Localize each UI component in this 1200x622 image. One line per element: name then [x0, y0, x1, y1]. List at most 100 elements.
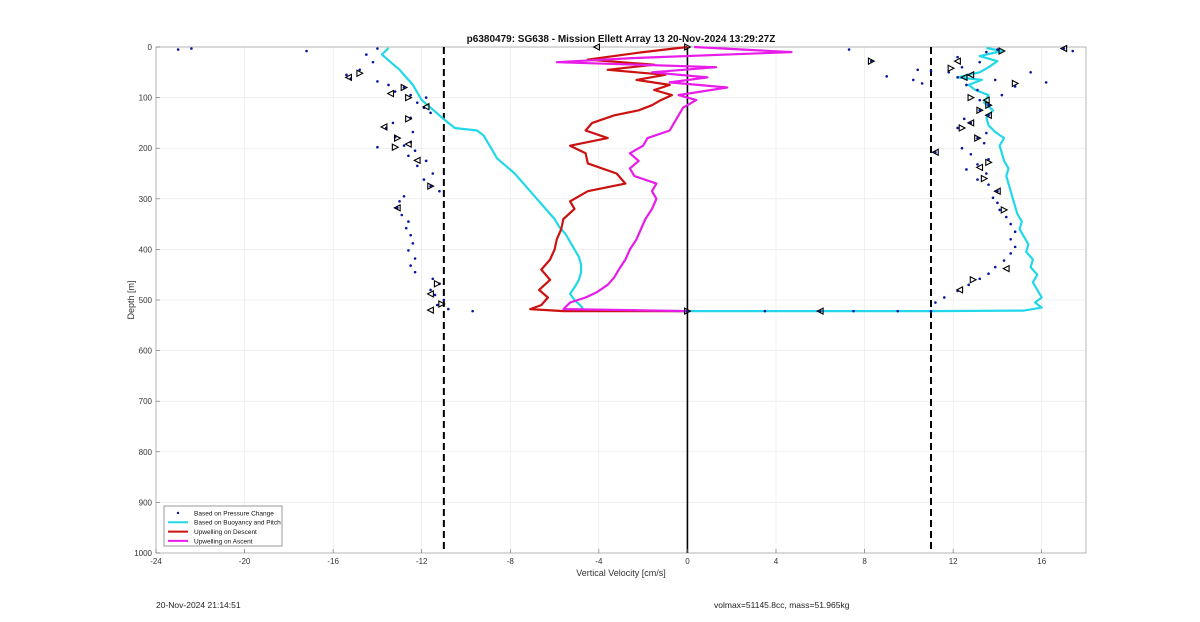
- data-point: [387, 83, 390, 87]
- data-point: [429, 288, 432, 292]
- data-point: [391, 121, 395, 125]
- data-point: [176, 48, 180, 51]
- triangle-marker: [955, 285, 964, 294]
- data-point: [1002, 259, 1006, 262]
- data-point: [920, 82, 924, 85]
- data-point: [190, 47, 193, 50]
- data-point: [965, 168, 968, 171]
- data-point: [376, 47, 379, 50]
- y-tick-label: 700: [139, 397, 153, 406]
- data-point: [996, 48, 999, 51]
- data-point: [985, 131, 988, 135]
- legend: Based on Pressure Change Based on Buoyanc…: [163, 505, 283, 547]
- data-point: [1013, 230, 1017, 233]
- y-tick-label: 100: [139, 94, 153, 103]
- data-point: [424, 159, 428, 163]
- data-point: [962, 117, 966, 121]
- series-line: [555, 45, 793, 313]
- triangle-marker: [391, 143, 400, 152]
- x-tick-label: -12: [416, 557, 428, 566]
- data-point: [411, 242, 415, 245]
- legend-swatch: [176, 511, 180, 515]
- triangle-marker: [1011, 79, 1020, 88]
- data-point: [429, 111, 432, 115]
- triangle-marker: [982, 96, 990, 105]
- triangle-marker: [816, 307, 824, 316]
- data-point: [424, 96, 428, 99]
- series-layer: [176, 45, 1075, 313]
- y-axis-title: Depth [m]: [126, 280, 136, 319]
- data-point: [371, 60, 375, 64]
- data-point: [407, 249, 410, 252]
- marker-layer: [344, 43, 1068, 316]
- legend-items: Based on Pressure Change Based on Buoyanc…: [168, 510, 281, 545]
- footer-parameters: volmax=51145.8cc, mass=51.965kg: [714, 600, 850, 610]
- triangle-marker: [947, 64, 956, 73]
- data-point: [1029, 71, 1032, 74]
- y-tick-label: 900: [139, 498, 153, 507]
- data-point: [433, 293, 437, 297]
- triangle-marker: [1000, 206, 1009, 214]
- data-point: [993, 265, 997, 269]
- grid: [155, 46, 1086, 554]
- triangle-marker: [344, 73, 352, 82]
- data-point: [442, 298, 446, 302]
- triangle-marker: [433, 279, 442, 288]
- data-point: [847, 48, 851, 51]
- data-point: [976, 178, 979, 181]
- triangle-marker: [426, 306, 434, 315]
- data-point: [376, 145, 379, 149]
- data-point: [305, 49, 308, 53]
- x-tick-label: 12: [949, 557, 958, 566]
- data-point: [415, 164, 419, 168]
- triangle-marker: [394, 134, 402, 142]
- data-point: [413, 149, 417, 153]
- data-point: [413, 257, 417, 260]
- data-point: [942, 296, 946, 299]
- data-point: [413, 270, 417, 274]
- triangle-marker: [684, 43, 692, 51]
- data-point: [916, 68, 920, 72]
- data-point: [896, 309, 900, 313]
- data-point: [431, 172, 435, 175]
- data-point: [982, 141, 986, 145]
- triangle-marker: [985, 101, 993, 110]
- data-point: [763, 309, 767, 313]
- data-point: [402, 144, 406, 147]
- data-point: [415, 101, 419, 104]
- x-tick-label: 0: [685, 557, 690, 566]
- data-point: [402, 194, 406, 198]
- data-point: [400, 213, 404, 217]
- data-point: [976, 163, 979, 166]
- x-tick-label: 16: [1037, 557, 1046, 566]
- data-point: [376, 80, 379, 83]
- x-tick-label: 8: [862, 557, 867, 566]
- triangle-marker: [984, 111, 992, 120]
- triangle-marker: [975, 163, 984, 172]
- triangle-marker: [404, 140, 412, 149]
- data-point: [885, 75, 889, 78]
- data-point: [409, 264, 412, 267]
- data-point: [987, 272, 990, 275]
- data-point: [1004, 215, 1008, 219]
- data-point: [969, 152, 973, 156]
- data-point: [976, 88, 979, 92]
- y-tick-label: 800: [139, 448, 153, 457]
- x-tick-label: 4: [774, 557, 779, 566]
- data-point: [956, 55, 959, 59]
- x-tick-label: -4: [595, 557, 603, 566]
- triangle-marker: [427, 182, 435, 191]
- data-point: [960, 65, 964, 69]
- y-tick-label: 300: [139, 195, 153, 204]
- triangle-marker: [684, 307, 692, 316]
- data-point: [1000, 93, 1004, 97]
- data-point: [345, 73, 348, 77]
- data-point: [1009, 222, 1013, 226]
- data-point: [934, 301, 937, 304]
- data-point: [1044, 81, 1048, 84]
- x-tick-label: -8: [507, 557, 515, 566]
- legend-label: Based on Buoyancy and Pitch: [194, 520, 281, 527]
- y-tick-label: 200: [139, 144, 153, 153]
- triangle-marker: [974, 134, 982, 142]
